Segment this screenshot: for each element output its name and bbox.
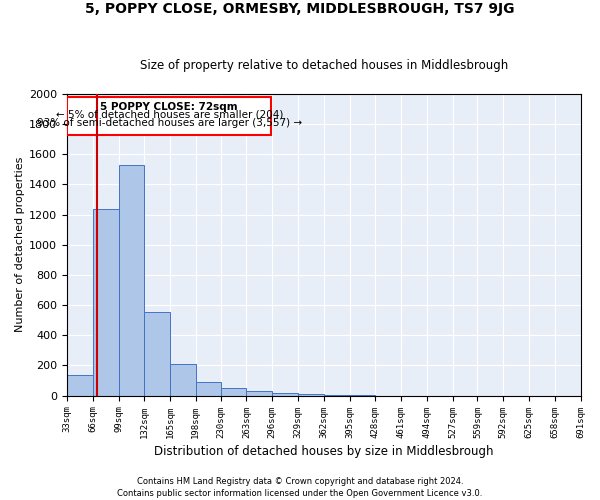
Bar (298, 394, 324, 396)
Text: 5 POPPY CLOSE: 72sqm: 5 POPPY CLOSE: 72sqm (100, 102, 238, 112)
Y-axis label: Number of detached properties: Number of detached properties (15, 157, 25, 332)
X-axis label: Distribution of detached houses by size in Middlesbrough: Distribution of detached houses by size … (154, 444, 494, 458)
Bar (196, 382, 221, 396)
Bar (272, 394, 298, 396)
Text: 93% of semi-detached houses are larger (3,557) →: 93% of semi-detached houses are larger (… (37, 118, 302, 128)
Bar (324, 395, 350, 396)
Bar (221, 388, 247, 396)
Bar (67, 375, 93, 396)
Text: Contains HM Land Registry data © Crown copyright and database right 2024.
Contai: Contains HM Land Registry data © Crown c… (118, 476, 482, 498)
Bar (170, 364, 196, 396)
Text: ← 5% of detached houses are smaller (204): ← 5% of detached houses are smaller (204… (56, 110, 283, 120)
Title: Size of property relative to detached houses in Middlesbrough: Size of property relative to detached ho… (140, 59, 508, 72)
Bar (350, 395, 375, 396)
Bar (67, 97, 271, 134)
Bar (93, 210, 119, 396)
Bar (119, 165, 144, 396)
Bar (144, 312, 170, 396)
Text: 5, POPPY CLOSE, ORMESBY, MIDDLESBROUGH, TS7 9JG: 5, POPPY CLOSE, ORMESBY, MIDDLESBROUGH, … (85, 2, 515, 16)
Bar (247, 391, 272, 396)
